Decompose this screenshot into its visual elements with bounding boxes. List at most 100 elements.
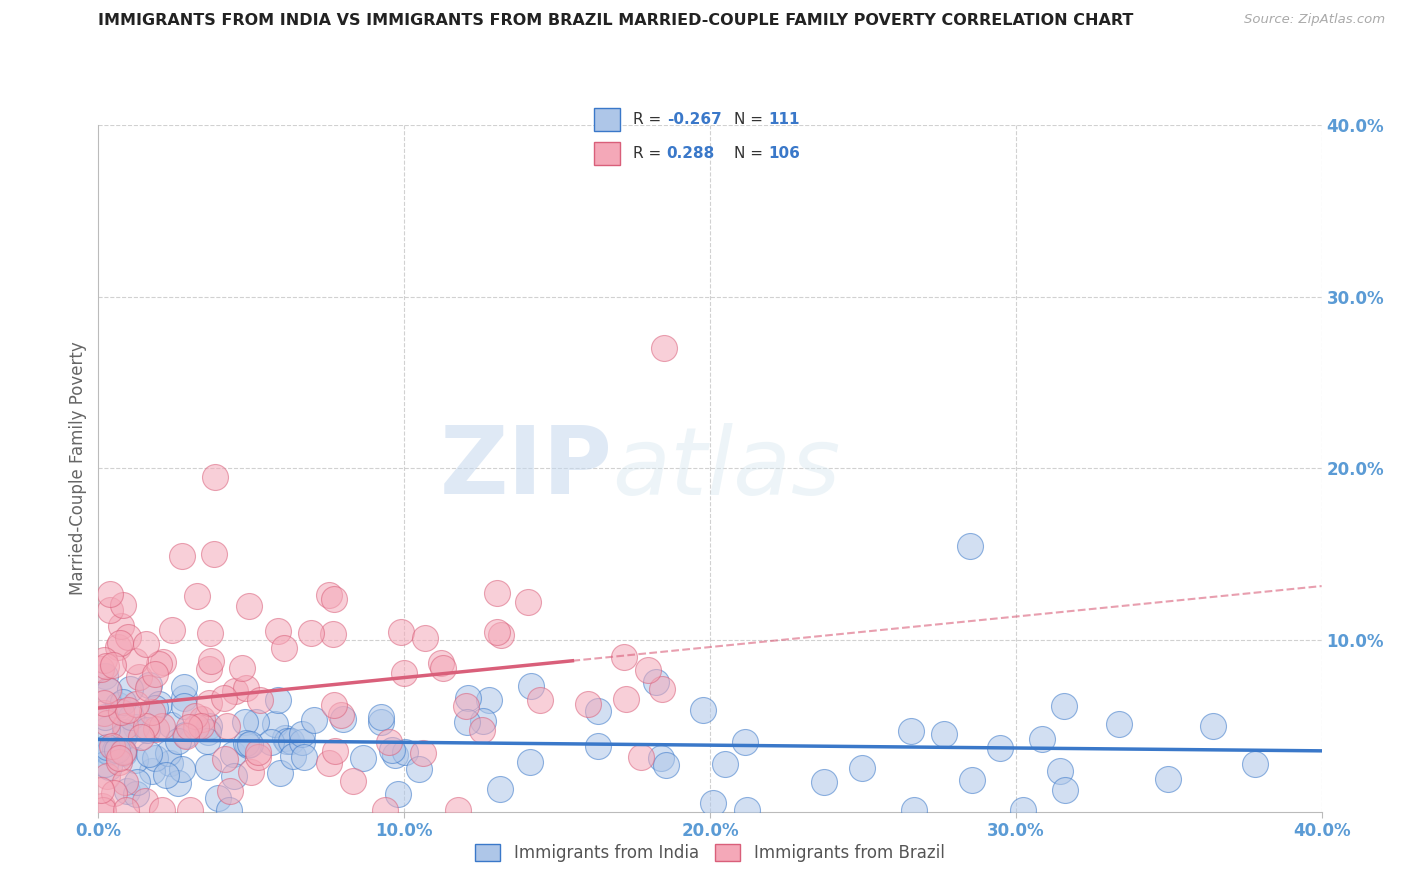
Point — [1031, 731, 1053, 746]
Point — [447, 803, 470, 817]
Point — [217, 719, 239, 733]
Point — [198, 696, 221, 710]
Point — [114, 719, 136, 733]
Point — [98, 760, 121, 774]
Point — [112, 730, 135, 744]
Point — [329, 707, 352, 722]
Point — [202, 547, 225, 561]
Point — [167, 776, 190, 790]
Point — [184, 720, 207, 734]
Text: R =: R = — [633, 146, 661, 161]
Point — [128, 670, 150, 684]
Point — [90, 662, 112, 676]
Point — [197, 760, 219, 774]
Point — [138, 747, 160, 761]
Point — [264, 717, 287, 731]
Point — [219, 783, 242, 797]
Point — [143, 750, 166, 764]
Point — [238, 738, 260, 752]
Text: 111: 111 — [768, 112, 800, 127]
Point — [141, 705, 163, 719]
Point — [138, 678, 160, 692]
Point — [96, 768, 118, 782]
Point — [143, 666, 166, 681]
Point — [101, 739, 124, 753]
Point — [370, 714, 392, 729]
Point — [198, 661, 221, 675]
Point — [93, 743, 115, 757]
Point — [1244, 756, 1267, 771]
Point — [960, 773, 983, 788]
Point — [108, 636, 131, 650]
Point — [91, 803, 114, 817]
Point — [114, 775, 136, 789]
Point — [103, 786, 125, 800]
Point — [245, 714, 267, 729]
Point — [173, 691, 195, 706]
Point — [114, 725, 136, 739]
Point — [105, 743, 128, 757]
Point — [148, 657, 170, 671]
Text: 0.288: 0.288 — [666, 146, 716, 161]
Point — [370, 710, 392, 724]
Point — [150, 719, 173, 733]
Point — [519, 756, 541, 770]
Point — [96, 658, 118, 673]
Point — [108, 751, 131, 765]
Point — [322, 592, 344, 607]
Point — [98, 746, 121, 760]
Point — [112, 695, 135, 709]
Point — [235, 681, 257, 695]
Point — [97, 682, 120, 697]
Point — [529, 692, 551, 706]
Point — [614, 692, 637, 706]
Point — [141, 764, 163, 778]
Point — [222, 769, 245, 783]
Point — [124, 753, 146, 767]
Point — [93, 743, 115, 757]
Point — [374, 803, 396, 817]
Point — [471, 714, 494, 728]
Text: IMMIGRANTS FROM INDIA VS IMMIGRANTS FROM BRAZIL MARRIED-COUPLE FAMILY POVERTY CO: IMMIGRANTS FROM INDIA VS IMMIGRANTS FROM… — [98, 13, 1133, 29]
Point — [299, 625, 322, 640]
Point — [630, 750, 652, 764]
Point — [93, 653, 115, 667]
Point — [1012, 803, 1035, 817]
Point — [231, 661, 253, 675]
Point — [413, 631, 436, 645]
Point — [959, 539, 981, 553]
Point — [485, 586, 508, 600]
Point — [115, 784, 138, 798]
Point — [1108, 716, 1130, 731]
Point — [98, 603, 121, 617]
Point — [120, 710, 142, 724]
Point — [107, 698, 129, 713]
Point — [200, 654, 222, 668]
Point — [588, 739, 610, 753]
Point — [456, 715, 478, 730]
Point — [588, 704, 610, 718]
Point — [471, 723, 494, 737]
Point — [110, 618, 132, 632]
Point — [273, 641, 295, 656]
Point — [323, 698, 346, 713]
Point — [412, 746, 434, 760]
Point — [97, 683, 120, 698]
Point — [107, 756, 129, 770]
Point — [735, 803, 758, 817]
Point — [318, 588, 340, 602]
Point — [813, 774, 835, 789]
Point — [111, 744, 134, 758]
Text: Source: ZipAtlas.com: Source: ZipAtlas.com — [1244, 13, 1385, 27]
Y-axis label: Married-Couple Family Poverty: Married-Couple Family Poverty — [69, 342, 87, 595]
Point — [267, 692, 290, 706]
Point — [644, 674, 666, 689]
Point — [934, 727, 956, 741]
Point — [170, 549, 193, 564]
Point — [173, 699, 195, 714]
Text: N =: N = — [734, 112, 763, 127]
Point — [394, 665, 416, 680]
Point — [291, 734, 314, 748]
Point — [124, 654, 146, 668]
Point — [692, 702, 714, 716]
